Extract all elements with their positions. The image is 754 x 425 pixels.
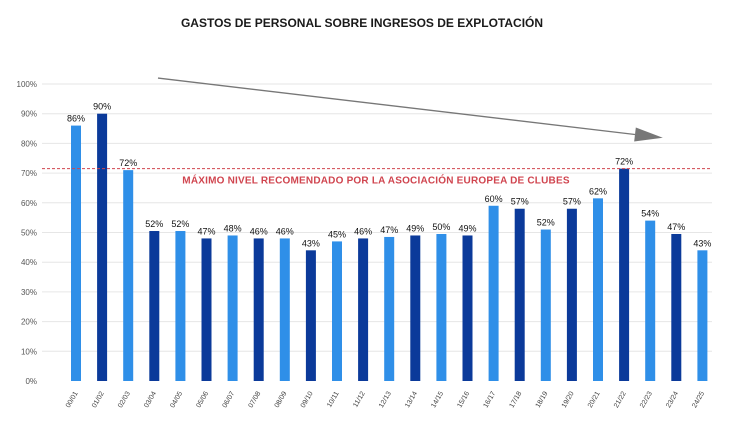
data-label: 46%: [276, 226, 294, 236]
bar-08-09: [279, 238, 290, 381]
x-tick-label: 12/13: [378, 390, 393, 409]
x-tick-label: 14/15: [430, 390, 445, 409]
x-tick-label: 04/05: [169, 390, 184, 409]
x-axis: 00/01 01/02 02/03 03/04 04/05 05/06 06/07 07/08…: [65, 390, 706, 409]
bar-13-14: [410, 235, 421, 381]
x-tick-label: 02/03: [117, 390, 132, 409]
reference-line-group: MÁXIMO NIVEL RECOMENDADO POR LA ASOCIACI…: [42, 168, 712, 187]
x-tick-label: 15/16: [456, 390, 471, 409]
x-tick-label: 17/18: [509, 390, 524, 409]
y-tick-label: 30%: [21, 288, 37, 297]
x-tick-label: 18/19: [535, 390, 550, 409]
bar-03-04: [149, 231, 160, 381]
data-label: 47%: [380, 225, 398, 235]
x-tick-label: 21/22: [613, 390, 628, 409]
trend-arrow-group: [157, 77, 663, 142]
data-label: 52%: [171, 219, 189, 229]
y-tick-label: 60%: [21, 199, 37, 208]
y-tick-label: 100%: [17, 80, 37, 89]
x-tick-label: 19/20: [561, 390, 576, 409]
y-tick-label: 70%: [21, 169, 37, 178]
bar-07-08: [253, 238, 264, 381]
data-label: 47%: [197, 226, 215, 236]
bar-06-07: [227, 235, 238, 381]
bar-19-20: [566, 208, 577, 381]
data-label: 86%: [67, 114, 85, 124]
y-tick-label: 80%: [21, 139, 37, 148]
y-tick-label: 20%: [21, 318, 37, 327]
bar-12-13: [384, 236, 395, 381]
x-tick-label: 03/04: [143, 390, 158, 409]
bar-17-18: [514, 208, 525, 381]
data-label: 72%: [119, 158, 137, 168]
data-label: 60%: [485, 194, 503, 204]
bar-22-23: [645, 220, 656, 381]
data-label: 46%: [354, 226, 372, 236]
data-label: 72%: [615, 157, 633, 167]
x-tick-label: 24/25: [691, 390, 706, 409]
x-tick-label: 01/02: [91, 390, 106, 409]
data-label: 52%: [145, 219, 163, 229]
data-label: 49%: [406, 223, 424, 233]
data-label: 49%: [458, 223, 476, 233]
bar-21-22: [619, 168, 630, 381]
y-tick-label: 50%: [21, 229, 37, 238]
x-tick-label: 10/11: [326, 390, 341, 408]
data-label: 57%: [563, 197, 581, 207]
chart-title: GASTOS DE PERSONAL SOBRE INGRESOS DE EXP…: [181, 15, 543, 30]
x-tick-label: 08/09: [274, 390, 289, 409]
trend-arrow-head-icon: [634, 127, 663, 142]
bar-23-24: [671, 233, 682, 381]
y-tick-label: 0%: [25, 377, 37, 386]
gridlines: [42, 83, 712, 352]
bar-01-02: [97, 113, 108, 381]
x-tick-label: 11/12: [352, 390, 367, 408]
data-label: 57%: [511, 197, 529, 207]
trend-arrow-line: [157, 77, 636, 136]
data-label: 54%: [641, 209, 659, 219]
data-label: 47%: [667, 222, 685, 232]
data-labels: 86% 90% 72% 52% 52% 47% 48% 46% 46% 43% 45% 46% 47% 4…: [67, 102, 711, 249]
reference-line-label: MÁXIMO NIVEL RECOMENDADO POR LA ASOCIACI…: [182, 174, 570, 187]
data-label: 46%: [250, 226, 268, 236]
y-tick-label: 40%: [21, 258, 37, 267]
bar-10-11: [332, 241, 342, 381]
bar-15-16: [462, 235, 473, 381]
bar-00-01: [71, 125, 81, 381]
bar-09-10: [305, 250, 316, 381]
x-tick-label: 16/17: [483, 390, 498, 409]
x-tick-label: 07/08: [248, 390, 263, 409]
bar-05-06: [201, 238, 212, 381]
data-label: 50%: [432, 222, 450, 232]
data-label: 43%: [693, 238, 711, 248]
data-label: 43%: [302, 238, 320, 248]
bar-24-25: [697, 250, 708, 381]
data-label: 52%: [537, 218, 555, 228]
y-axis: 0% 10% 20% 30% 40% 50% 60% 70% 80% 90% 100%: [17, 80, 37, 386]
data-label: 62%: [589, 186, 607, 196]
bar-18-19: [540, 229, 551, 381]
bar-16-17: [488, 205, 499, 381]
bars: [71, 113, 708, 381]
x-tick-label: 22/23: [639, 390, 654, 409]
x-tick-label: 20/21: [587, 390, 602, 409]
x-tick-label: 06/07: [222, 390, 237, 409]
x-tick-label: 00/01: [65, 390, 80, 409]
bar-02-03: [123, 170, 134, 381]
x-tick-label: 05/06: [195, 390, 210, 409]
y-tick-label: 10%: [21, 347, 37, 356]
data-label: 45%: [328, 229, 346, 239]
y-tick-label: 90%: [21, 110, 37, 119]
x-tick-label: 09/10: [300, 390, 315, 409]
x-tick-label: 23/24: [665, 390, 680, 409]
data-label: 48%: [224, 223, 242, 233]
data-label: 90%: [93, 102, 111, 112]
bar-14-15: [436, 233, 447, 381]
bar-11-12: [358, 238, 369, 381]
bar-20-21: [593, 198, 603, 381]
x-tick-label: 13/14: [404, 390, 419, 409]
bar-04-05: [175, 231, 186, 381]
